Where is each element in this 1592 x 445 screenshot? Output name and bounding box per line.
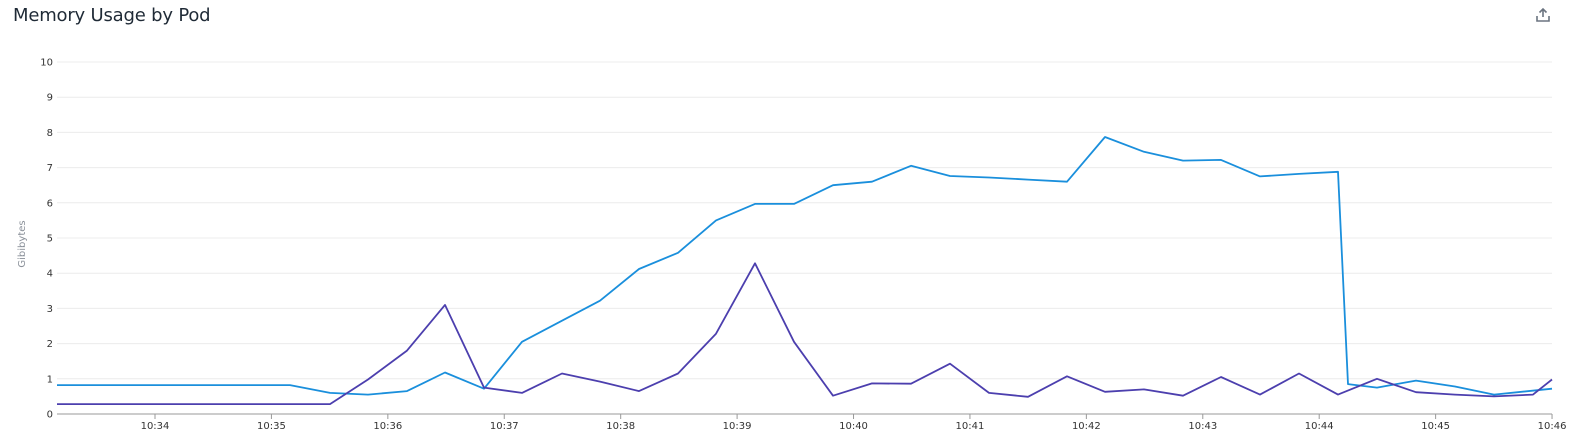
x-tick-label: 10:34 (141, 421, 170, 432)
x-tick-label: 10:39 (723, 421, 752, 432)
y-tick-label: 9 (47, 93, 53, 104)
y-tick-label: 6 (47, 198, 53, 209)
y-tick-label: 7 (47, 163, 53, 174)
chart-title: Memory Usage by Pod (13, 5, 211, 26)
x-tick-label: 10:45 (1421, 421, 1450, 432)
y-tick-label: 1 (47, 374, 53, 385)
y-tick-label: 4 (47, 269, 53, 280)
y-tick-label: 8 (47, 128, 53, 139)
y-tick-label: 10 (40, 58, 53, 69)
series-line-pod-a[interactable] (57, 136, 1553, 396)
x-tick-label: 10:40 (839, 421, 868, 432)
x-tick-label: 10:42 (1072, 421, 1101, 432)
x-tick-label: 10:41 (956, 421, 985, 432)
x-tick-label: 10:36 (373, 421, 402, 432)
x-tick-label: 10:38 (606, 421, 635, 432)
y-tick-label: 3 (47, 304, 53, 315)
y-tick-label: 2 (47, 339, 53, 350)
y-tick-label: 5 (47, 234, 53, 245)
x-tick-label: 10:46 (1538, 421, 1567, 432)
series-line-pod-b[interactable] (57, 262, 1553, 406)
x-tick-label: 10:35 (257, 421, 286, 432)
y-axis-label: Gibibytes (17, 220, 28, 267)
x-tick-label: 10:44 (1305, 421, 1334, 432)
share-export-icon[interactable] (1535, 7, 1551, 23)
y-tick-label: 0 (47, 410, 53, 421)
x-tick-label: 10:43 (1188, 421, 1217, 432)
x-tick-label: 10:37 (490, 421, 519, 432)
